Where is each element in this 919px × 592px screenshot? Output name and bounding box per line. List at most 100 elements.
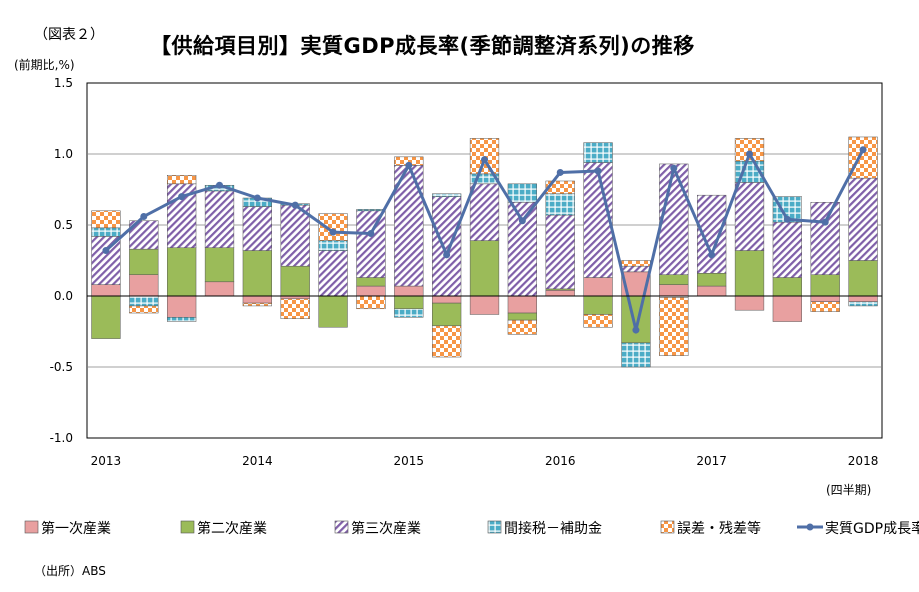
bar-segment (280, 204, 310, 267)
bar-segment (129, 274, 159, 297)
gdp-growth-point (821, 218, 829, 226)
bar-segment (507, 295, 537, 314)
bar-segment (734, 295, 765, 311)
bar-segment (242, 302, 272, 307)
bar-segment (432, 196, 462, 297)
bar-segment (356, 295, 386, 310)
bar-segment (469, 295, 500, 315)
legend: 第一次産業 第二次産業 第三次産業 間接税－補助金 誤差・残差等 実質GDP成長率 (24, 520, 919, 537)
bar-segment (432, 193, 462, 197)
bar-segment (507, 312, 537, 321)
bar-segment (545, 180, 575, 195)
bar-segment (469, 240, 500, 297)
bar-segment (394, 295, 424, 310)
gdp-growth-point (670, 164, 678, 172)
bar-segment (91, 227, 121, 237)
bar-segment (621, 342, 651, 368)
bar-segment (280, 298, 310, 319)
bar-segment (394, 285, 424, 297)
bar-segment (432, 302, 462, 327)
bar-segment (621, 295, 651, 344)
bar-segment (129, 295, 159, 307)
gdp-growth-point (329, 228, 337, 236)
legend-label: 実質GDP成長率 (825, 520, 919, 537)
bar-segment (659, 274, 689, 285)
x-tick-label: 2015 (394, 454, 425, 468)
bar-segment (583, 162, 613, 278)
bar-segment (242, 250, 272, 297)
gdp-growth-point (859, 146, 867, 154)
legend-label: 第三次産業 (351, 520, 421, 537)
bar-segment (772, 221, 802, 278)
gdp-growth-point (746, 150, 753, 158)
bar-segment (129, 248, 159, 275)
bar-segment (848, 260, 878, 297)
axes: 1.5 1.0 0.5 0.0 -0.5 -1.0 2013 2014 2015 2016 2017… (50, 76, 882, 468)
bar-segment (432, 295, 462, 304)
plot-area-frame (86, 82, 883, 439)
bar-segment (356, 277, 386, 287)
bar-segment (659, 284, 689, 297)
gdp-growth-point (556, 168, 564, 176)
legend-label: 誤差・残差等 (677, 520, 761, 537)
bar-segment (507, 319, 537, 335)
bar-segment (507, 202, 537, 297)
bar-segment (91, 284, 121, 297)
legend-swatch (334, 520, 349, 534)
bar-segment (318, 240, 348, 251)
y-tick-label: 1.0 (54, 147, 73, 161)
legend-label: 第一次産業 (41, 520, 111, 537)
x-axis-period-label: (四半期) (826, 483, 872, 497)
bar-segment (545, 193, 575, 216)
bar-segment (318, 213, 348, 241)
bar-segment (734, 138, 765, 162)
bar-segment (659, 163, 689, 275)
bar-segment (356, 209, 386, 212)
gdp-growth-point (140, 212, 148, 220)
bars (91, 136, 878, 368)
legend-swatch (487, 520, 502, 534)
bar-segment (772, 295, 802, 322)
bar-segment (810, 301, 840, 312)
bar-segment (545, 290, 575, 297)
bar-segment (204, 247, 235, 283)
bar-segment (659, 297, 689, 356)
gdp-growth-point (632, 326, 640, 334)
bar-segment (810, 274, 840, 297)
chart-title: 【供給項目別】実質GDP成長率(季節調整済系列)の推移 (150, 34, 695, 58)
bar-segment (129, 305, 159, 314)
bar-segment (810, 295, 840, 302)
bar-segment (583, 277, 613, 297)
gdp-growth-point (253, 194, 261, 202)
bar-segment (621, 265, 651, 273)
bar-segment (697, 285, 727, 297)
gdp-growth-point (783, 215, 791, 223)
legend-swatch (24, 520, 39, 534)
bar-segment (432, 325, 462, 358)
x-tick-label: 2013 (91, 454, 122, 468)
gdp-growth-point (102, 247, 110, 255)
bar-segment (394, 308, 424, 318)
bar-segment (545, 214, 575, 290)
bar-segment (242, 206, 272, 251)
bar-segment (507, 183, 537, 203)
bar-segment (91, 236, 121, 285)
x-tick-label: 2014 (242, 454, 273, 468)
y-tick-label: 0.0 (54, 289, 73, 303)
bar-segment (583, 142, 613, 163)
source-note: （出所）ABS (34, 564, 106, 578)
y-tick-label: 0.5 (54, 218, 73, 232)
legend-swatch (180, 520, 195, 534)
bar-segment (318, 295, 348, 328)
gdp-growth-point (367, 230, 375, 238)
y-axis-unit-label: (前期比,%) (14, 58, 75, 72)
gdp-growth-point (216, 181, 223, 189)
bar-segment (469, 138, 500, 175)
bar-segment (167, 175, 197, 185)
gdp-growth-point (443, 251, 451, 259)
y-tick-label: -1.0 (50, 431, 73, 445)
figure-label: （図表２） (34, 27, 104, 43)
gdp-growth-point (405, 161, 413, 169)
bar-segment (621, 260, 651, 267)
